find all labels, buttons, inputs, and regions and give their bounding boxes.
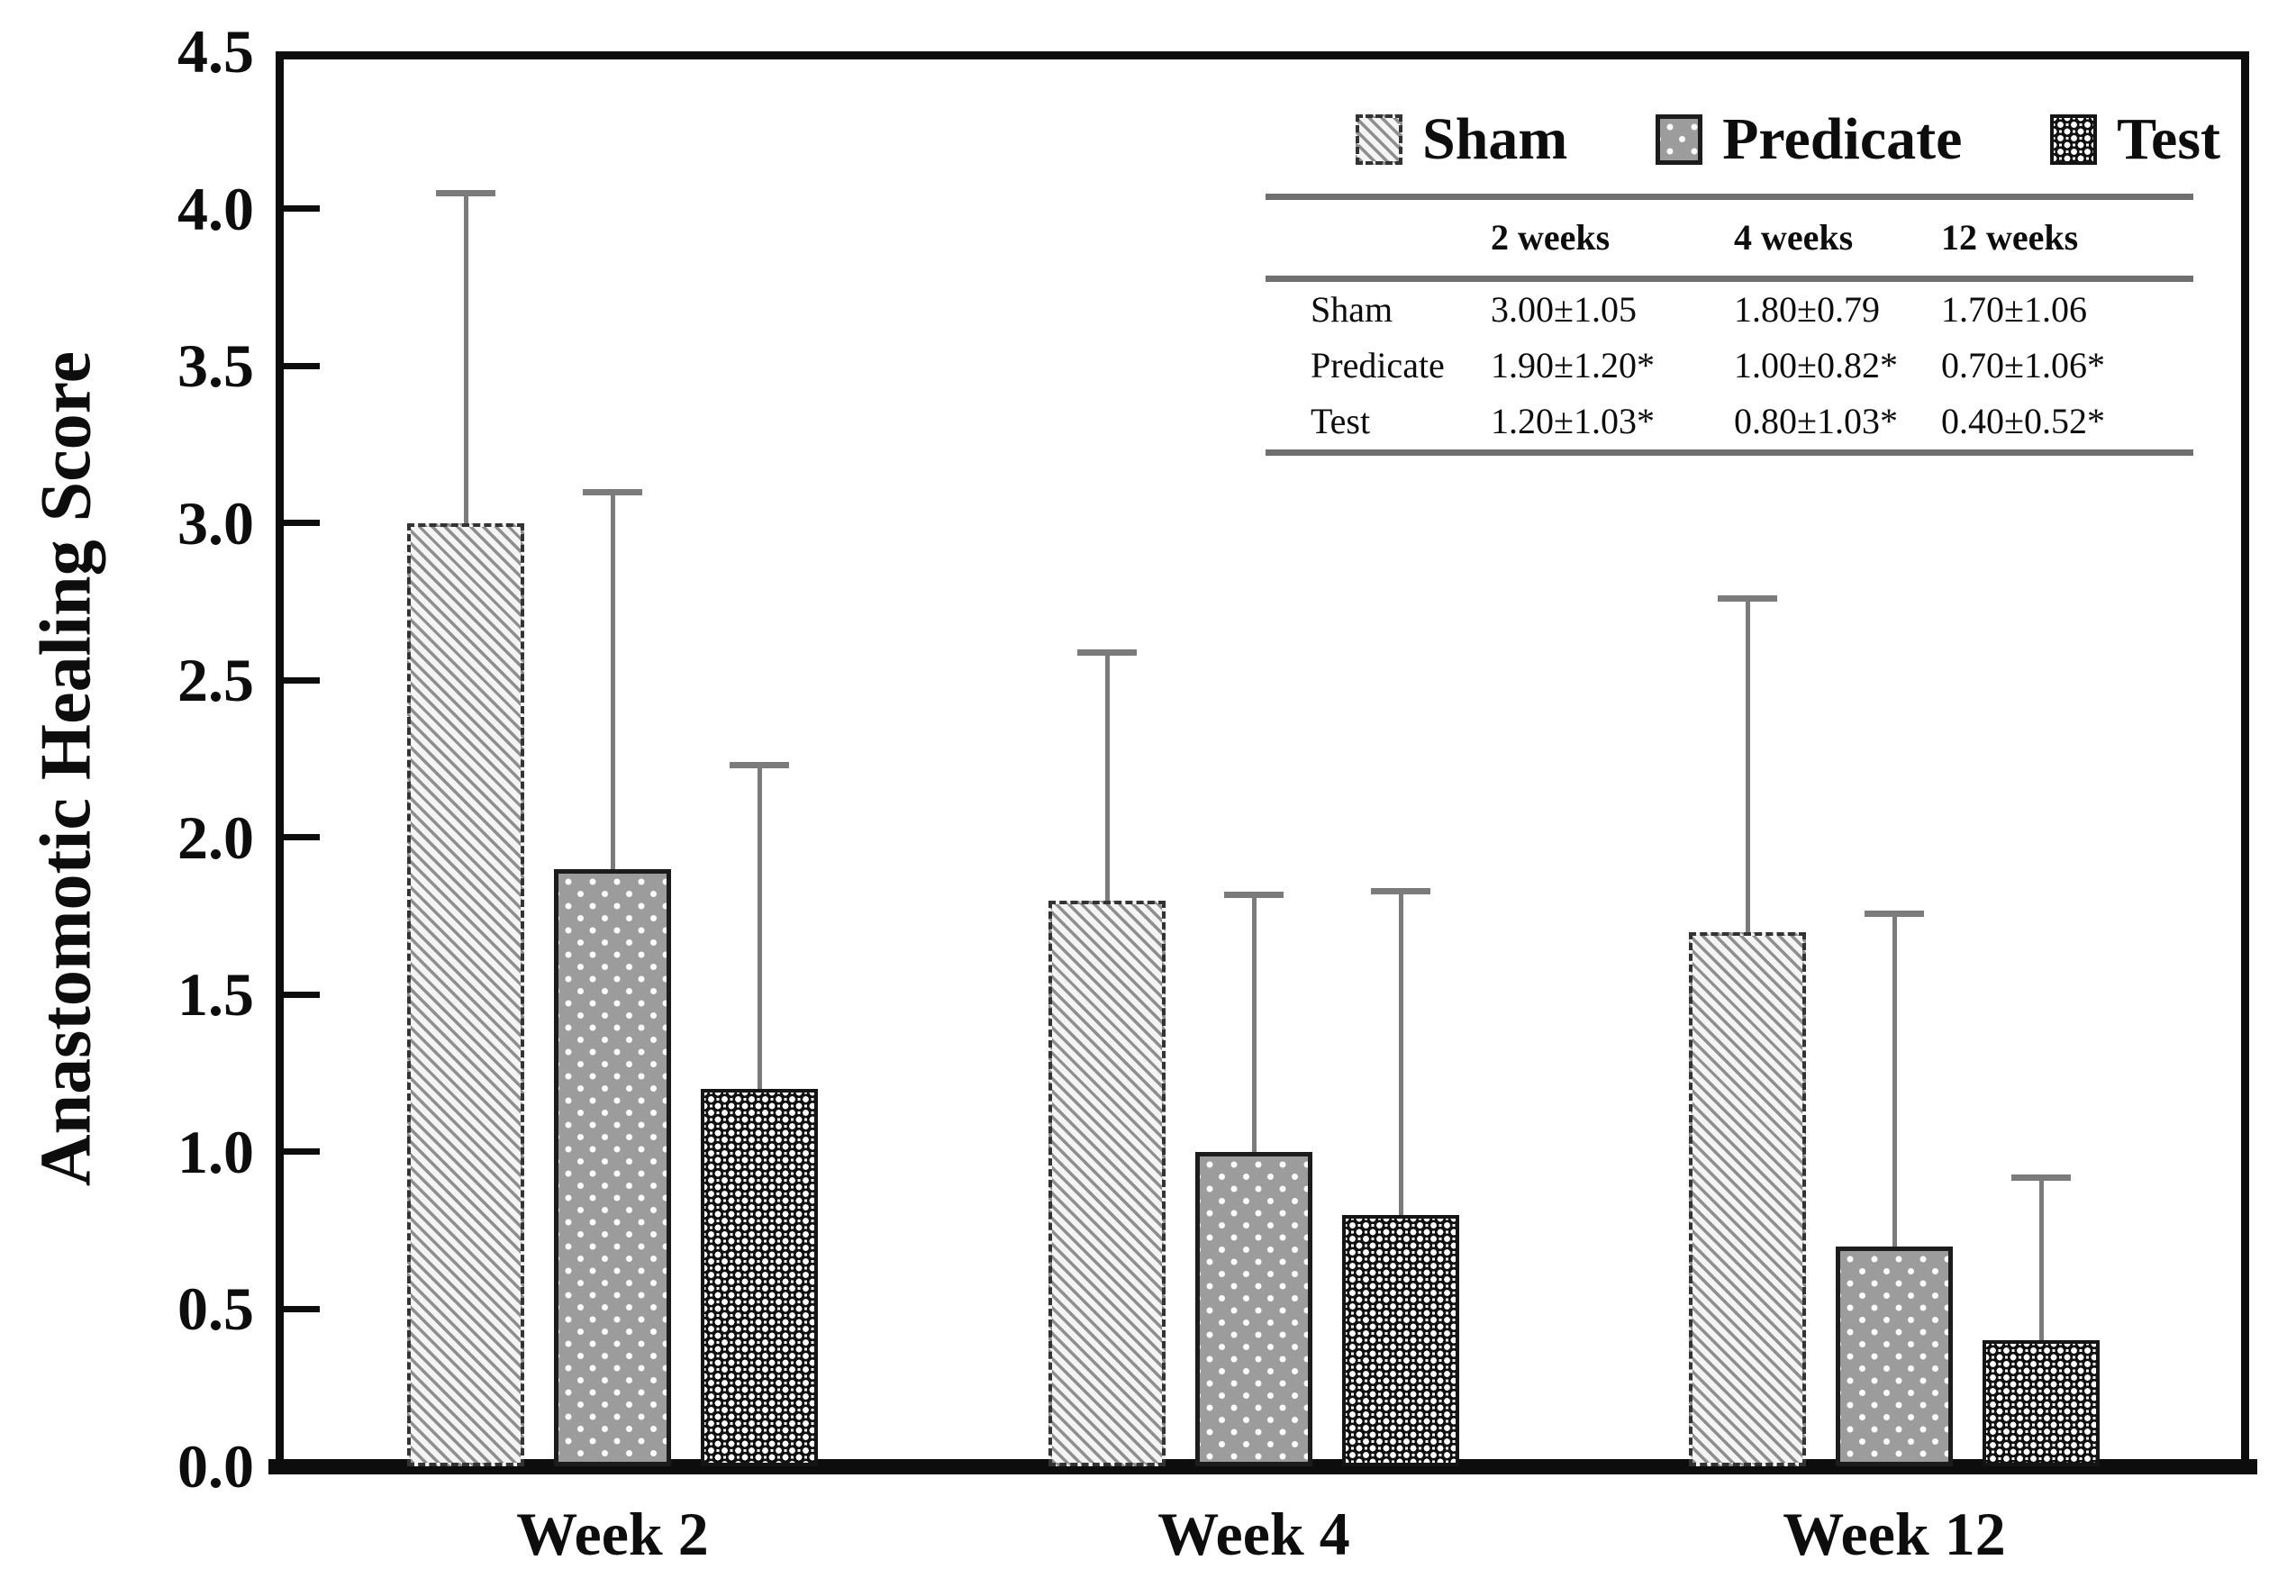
bar-sham-week-4 bbox=[1048, 900, 1166, 1466]
y-tick-label-1.0: 1.0 bbox=[177, 1117, 254, 1186]
plot-area bbox=[276, 51, 2249, 1466]
error-cap-sham-week-2 bbox=[436, 190, 495, 197]
y-tick-3.0 bbox=[284, 520, 320, 527]
error-cap-sham-week-12 bbox=[1718, 595, 1777, 603]
table-row-predicate: Predicate 1.90±1.20* 1.00±0.82* 0.70±1.06* bbox=[1266, 338, 2193, 394]
table-row-label-sham: Sham bbox=[1311, 289, 1393, 330]
legend-item-test: Test bbox=[2050, 110, 2220, 169]
error-bar-predicate-week-4 bbox=[1251, 893, 1257, 1152]
bar-predicate-week-4 bbox=[1195, 1151, 1312, 1466]
bar-test-week-4 bbox=[1342, 1214, 1459, 1466]
legend-swatch-test-icon bbox=[2050, 114, 2098, 165]
bar-predicate-week-12 bbox=[1836, 1246, 1953, 1466]
table-cell-predicate-12-weeks: 0.70±1.06* bbox=[1941, 345, 2105, 385]
y-tick-label-3.5: 3.5 bbox=[177, 331, 254, 401]
table-header-12-weeks: 12 weeks bbox=[1941, 217, 2079, 258]
y-tick-2.0 bbox=[284, 834, 320, 841]
table-rule-bottom bbox=[1266, 449, 2193, 456]
error-bar-sham-week-12 bbox=[1745, 598, 1750, 932]
y-tick-label-1.5: 1.5 bbox=[177, 960, 254, 1029]
error-cap-sham-week-4 bbox=[1077, 648, 1137, 656]
y-tick-label-2.0: 2.0 bbox=[177, 803, 254, 872]
y-tick-2.5 bbox=[284, 676, 320, 684]
table-rule-top bbox=[1266, 194, 2193, 200]
legend: Sham Predicate Test bbox=[1356, 97, 2220, 182]
error-bar-test-week-4 bbox=[1398, 891, 1403, 1215]
error-cap-predicate-week-2 bbox=[583, 488, 642, 495]
x-tick-label-week-12: Week 12 bbox=[1783, 1500, 2006, 1568]
legend-label-test: Test bbox=[2117, 106, 2220, 172]
table-row-label-predicate: Predicate bbox=[1311, 345, 1445, 385]
y-tick-1.5 bbox=[284, 991, 320, 998]
error-cap-test-week-12 bbox=[2011, 1174, 2071, 1181]
table-header-4-weeks: 4 weeks bbox=[1734, 217, 1854, 258]
bar-test-week-2 bbox=[701, 1089, 818, 1466]
table-cell-sham-2-weeks: 3.00±1.05 bbox=[1491, 289, 1637, 330]
table-row-test: Test 1.20±1.03* 0.80±1.03* 0.40±0.52* bbox=[1266, 394, 2193, 449]
bar-predicate-week-2 bbox=[554, 868, 671, 1466]
legend-item-sham: Sham bbox=[1356, 110, 1567, 169]
bar-sham-week-12 bbox=[1689, 931, 1806, 1466]
error-cap-predicate-week-12 bbox=[1865, 910, 1924, 917]
table-rule-middle bbox=[1266, 276, 2193, 282]
legend-label-sham: Sham bbox=[1422, 106, 1568, 172]
error-bar-predicate-week-2 bbox=[610, 491, 615, 869]
table-cell-test-12-weeks: 0.40±0.52* bbox=[1941, 401, 2105, 441]
error-cap-test-week-4 bbox=[1371, 888, 1430, 895]
y-tick-4.0 bbox=[284, 205, 320, 213]
bar-sham-week-2 bbox=[407, 522, 524, 1466]
error-bar-test-week-2 bbox=[757, 765, 762, 1090]
table-row-sham: Sham 3.00±1.05 1.80±0.79 1.70±1.06 bbox=[1266, 282, 2193, 338]
legend-swatch-predicate-icon bbox=[1656, 114, 1703, 165]
table-cell-test-2-weeks: 1.20±1.03* bbox=[1491, 401, 1655, 441]
y-tick-1.0 bbox=[284, 1148, 320, 1156]
legend-item-predicate: Predicate bbox=[1656, 110, 1962, 169]
y-tick-0.5 bbox=[284, 1305, 320, 1312]
table-body: Sham 3.00±1.05 1.80±0.79 1.70±1.06 Predicate… bbox=[1266, 282, 2193, 449]
error-bar-test-week-12 bbox=[2038, 1176, 2044, 1341]
error-cap-predicate-week-4 bbox=[1224, 891, 1284, 898]
table-cell-test-4-weeks: 0.80±1.03* bbox=[1734, 401, 1898, 441]
legend-label-predicate: Predicate bbox=[1722, 106, 1963, 172]
table-header-2-weeks: 2 weeks bbox=[1491, 217, 1611, 258]
inset-table: 2 weeks 4 weeks 12 weeks Sham 3.00±1.05 1.80… bbox=[1266, 194, 2193, 456]
y-tick-label-3.0: 3.0 bbox=[177, 488, 254, 558]
legend-swatch-sham-icon bbox=[1356, 114, 1402, 165]
error-bar-sham-week-2 bbox=[463, 193, 468, 523]
y-tick-label-0.5: 0.5 bbox=[177, 1274, 254, 1344]
bar-test-week-12 bbox=[1983, 1340, 2100, 1466]
table-cell-predicate-2-weeks: 1.90±1.20* bbox=[1491, 345, 1655, 385]
table-cell-sham-12-weeks: 1.70±1.06 bbox=[1941, 289, 2087, 330]
x-tick-label-week-4: Week 4 bbox=[1157, 1500, 1350, 1568]
error-cap-test-week-2 bbox=[730, 762, 789, 769]
y-tick-label-4.0: 4.0 bbox=[177, 174, 254, 243]
table-cell-sham-4-weeks: 1.80±0.79 bbox=[1734, 289, 1880, 330]
x-tick-label-week-2: Week 2 bbox=[516, 1500, 709, 1568]
table-row-label-test: Test bbox=[1311, 401, 1371, 441]
table-header-row: 2 weeks 4 weeks 12 weeks bbox=[1266, 200, 2193, 276]
y-tick-3.5 bbox=[284, 362, 320, 369]
error-bar-predicate-week-12 bbox=[1892, 912, 1897, 1247]
table-cell-predicate-4-weeks: 1.00±0.82* bbox=[1734, 345, 1898, 385]
error-bar-sham-week-4 bbox=[1104, 651, 1110, 901]
y-tick-label-0.0: 0.0 bbox=[177, 1432, 254, 1501]
y-tick-label-4.5: 4.5 bbox=[177, 17, 254, 86]
y-tick-label-2.5: 2.5 bbox=[177, 646, 254, 715]
